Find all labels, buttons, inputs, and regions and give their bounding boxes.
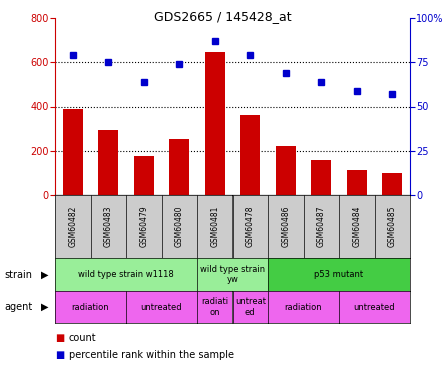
Text: strain: strain [4,270,32,279]
Text: radiation: radiation [285,303,322,312]
Text: percentile rank within the sample: percentile rank within the sample [69,350,234,360]
Text: untreat
ed: untreat ed [235,297,266,317]
Text: untreated: untreated [354,303,395,312]
Text: ▶: ▶ [41,302,49,312]
Bar [347,170,367,195]
Text: untreated: untreated [141,303,182,312]
Text: GSM60478: GSM60478 [246,206,255,247]
Bar [240,115,260,195]
Text: ■: ■ [56,350,65,360]
Text: GSM60484: GSM60484 [352,206,361,247]
Text: GSM60479: GSM60479 [139,206,148,248]
Text: GSM60486: GSM60486 [281,206,290,247]
Text: GSM60480: GSM60480 [175,206,184,247]
Text: GDS2665 / 145428_at: GDS2665 / 145428_at [154,10,291,24]
Text: p53 mutant: p53 mutant [315,270,364,279]
Text: GSM60481: GSM60481 [210,206,219,247]
Text: GSM60487: GSM60487 [317,206,326,247]
Bar [134,156,154,195]
Text: radiation: radiation [72,303,109,312]
Text: radiati
on: radiati on [201,297,228,317]
Text: wild type strain w1118: wild type strain w1118 [78,270,174,279]
Text: GSM60482: GSM60482 [68,206,77,247]
Text: count: count [69,333,97,343]
Text: ▶: ▶ [41,270,49,279]
Text: agent: agent [4,302,32,312]
Text: wild type strain
yw: wild type strain yw [200,265,265,284]
Text: ■: ■ [56,333,65,343]
Bar [312,160,331,195]
Bar [383,173,402,195]
Bar [63,109,82,195]
Bar [276,146,295,195]
Bar [205,52,225,195]
Text: GSM60485: GSM60485 [388,206,397,247]
Bar [98,130,118,195]
Bar [170,139,189,195]
Text: GSM60483: GSM60483 [104,206,113,247]
